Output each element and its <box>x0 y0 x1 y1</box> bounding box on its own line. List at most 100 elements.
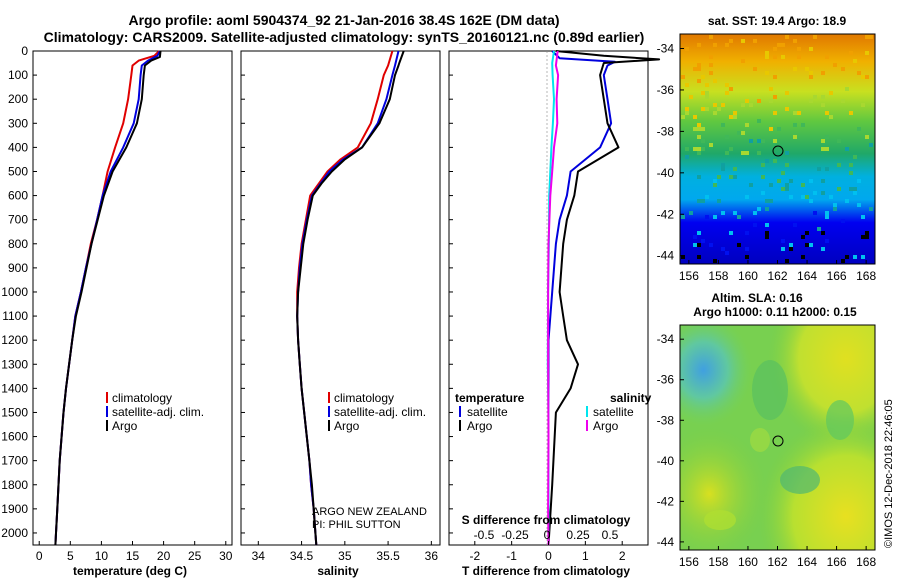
map-lat-label: -44 <box>657 249 675 263</box>
sst-pixel <box>861 235 865 239</box>
sst-pixel <box>737 243 741 247</box>
sst-pixel <box>769 87 773 91</box>
sst-pixel <box>781 239 785 243</box>
sst-pixel <box>745 99 749 103</box>
sst-pixel <box>761 191 765 195</box>
map-lon-label: 156 <box>679 555 699 569</box>
series-line <box>547 50 661 546</box>
sst-pixel <box>821 71 825 75</box>
sst-pixel <box>685 155 689 159</box>
sla-blob <box>826 400 854 440</box>
x-tick-label: 36 <box>425 549 439 563</box>
sst-pixel <box>725 151 729 155</box>
sst-pixel <box>825 211 829 215</box>
depth-tick-label: 300 <box>8 116 28 130</box>
sst-pixel <box>693 235 697 239</box>
sst-pixel <box>853 155 857 159</box>
map-lon-label: 160 <box>738 269 758 283</box>
map-lon-label: 164 <box>797 269 817 283</box>
sst-pixel <box>701 139 705 143</box>
sst-pixel <box>729 175 733 179</box>
sst-pixel <box>845 199 849 203</box>
sst-pixel <box>777 179 781 183</box>
sst-pixel <box>713 259 717 263</box>
sst-pixel <box>713 111 717 115</box>
sst-map-axes: 156 158 160 162 164 166 168 -34 -36 -38 -40 -42 -44 <box>657 42 877 283</box>
sst-pixel <box>757 139 761 143</box>
sst-pixel <box>821 147 825 151</box>
sst-pixel <box>765 231 769 235</box>
sst-pixel <box>841 259 845 263</box>
sst-pixel <box>845 87 849 91</box>
sst-pixel <box>709 143 713 147</box>
diff-legend-targo: Argo <box>467 419 493 433</box>
x-tick-label: 0 <box>36 549 43 563</box>
sst-pixel <box>801 195 805 199</box>
depth-tick-label: 1800 <box>1 478 28 492</box>
sst-pixel <box>709 35 713 39</box>
sst-pixel <box>869 143 873 147</box>
x-tick-label: -2 <box>469 549 480 563</box>
series-line <box>547 50 560 546</box>
sst-pixel <box>857 71 861 75</box>
sst-pixel <box>729 39 733 43</box>
sst-pixel <box>701 107 705 111</box>
sst-pixel <box>713 79 717 83</box>
difference-xaxis: -2 -1 0 1 2 -0.5 -0.25 0 0.25 0.5 <box>469 528 625 563</box>
sst-pixel <box>865 35 869 39</box>
map-lat-label: -34 <box>657 332 675 346</box>
sst-pixel <box>765 71 769 75</box>
sst-pixel <box>681 255 685 259</box>
depth-tick-label: 200 <box>8 92 28 106</box>
sst-pixel <box>765 51 769 55</box>
depth-tick-label: 1100 <box>2 309 28 323</box>
sst-pixel <box>697 151 701 155</box>
sst-pixel <box>697 135 701 139</box>
sst-pixel <box>853 255 857 259</box>
sst-pixel <box>773 159 777 163</box>
sst-pixel <box>753 67 757 71</box>
sst-pixel <box>837 139 841 143</box>
depth-tick-label: 500 <box>8 164 28 178</box>
sst-pixel <box>841 219 845 223</box>
sst-pixel <box>813 211 817 215</box>
sst-pixel <box>825 215 829 219</box>
sst-pixel <box>733 111 737 115</box>
sst-pixel <box>701 199 705 203</box>
sst-pixel <box>821 95 825 99</box>
sst-pixel <box>757 207 761 211</box>
sst-pixel <box>717 107 721 111</box>
sst-pixel <box>717 199 721 203</box>
depth-tick-label: 1400 <box>1 381 28 395</box>
sst-pixel <box>745 255 749 259</box>
map-lat-label: -38 <box>657 124 675 138</box>
sst-pixel <box>725 91 729 95</box>
sst-pixel <box>809 75 813 79</box>
sst-pixel <box>793 39 797 43</box>
difference-xlabel: T difference from climatology <box>462 564 630 578</box>
map-lon-label: 162 <box>767 555 787 569</box>
sst-pixel <box>825 239 829 243</box>
difference-legend: temperature satellite Argo salinity sate… <box>455 391 652 433</box>
sst-pixel <box>813 35 817 39</box>
sst-pixel <box>789 247 793 251</box>
diff-legend-tsat: satellite <box>467 405 508 419</box>
sst-pixel <box>757 99 761 103</box>
sst-pixel <box>705 215 709 219</box>
sst-pixel <box>773 47 777 51</box>
sst-pixel <box>813 95 817 99</box>
sst-pixel <box>713 179 717 183</box>
sst-pixel <box>709 55 713 59</box>
sst-pixel <box>705 91 709 95</box>
sst-pixel <box>825 135 829 139</box>
sst-pixel <box>761 163 765 167</box>
sla-map-title-1: Altim. SLA: 0.16 <box>711 291 803 305</box>
sst-pixel <box>857 179 861 183</box>
sla-map-blobs <box>704 360 854 530</box>
map-lat-label: -36 <box>657 83 675 97</box>
temperature-series <box>54 50 162 546</box>
map-lat-label: -38 <box>657 413 675 427</box>
sst-pixel <box>681 115 685 119</box>
map-lon-label: 166 <box>827 555 847 569</box>
